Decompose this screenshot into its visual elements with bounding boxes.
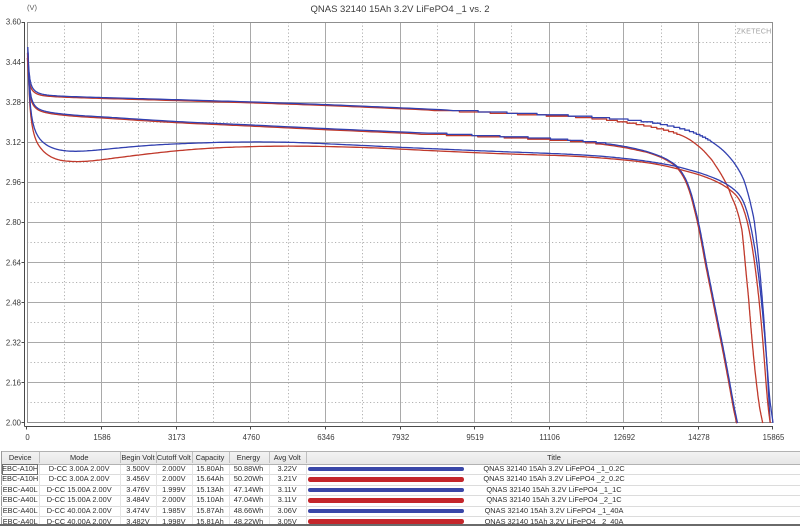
svg-text:2.80: 2.80: [6, 218, 22, 227]
svg-text:3.28: 3.28: [6, 98, 21, 107]
svg-text:12692: 12692: [613, 433, 635, 442]
svg-text:9519: 9519: [466, 433, 483, 442]
svg-text:14278: 14278: [688, 433, 710, 442]
svg-text:4760: 4760: [243, 433, 261, 442]
svg-text:2.96: 2.96: [6, 178, 21, 187]
svg-text:2.48: 2.48: [6, 298, 21, 307]
svg-text:3.44: 3.44: [6, 58, 22, 67]
svg-text:11106: 11106: [539, 433, 560, 442]
svg-text:2.16: 2.16: [6, 379, 21, 388]
svg-text:0: 0: [25, 433, 30, 442]
svg-text:3.12: 3.12: [6, 138, 21, 147]
svg-text:1586: 1586: [93, 433, 110, 442]
svg-text:3.60: 3.60: [6, 18, 22, 27]
svg-text:15865: 15865: [763, 433, 785, 442]
svg-text:QNAS 32140 15Ah 3.2V LiFePO4 _: QNAS 32140 15Ah 3.2V LiFePO4 _1 vs. 2: [310, 4, 489, 15]
svg-text:ZKETECH: ZKETECH: [737, 27, 772, 36]
svg-text:(V): (V): [27, 3, 38, 12]
svg-text:7932: 7932: [392, 433, 409, 442]
svg-text:2.64: 2.64: [6, 258, 22, 267]
svg-text:3173: 3173: [168, 433, 185, 442]
svg-text:2.00: 2.00: [6, 419, 22, 428]
svg-text:6346: 6346: [317, 433, 334, 442]
svg-text:2.32: 2.32: [6, 339, 21, 348]
